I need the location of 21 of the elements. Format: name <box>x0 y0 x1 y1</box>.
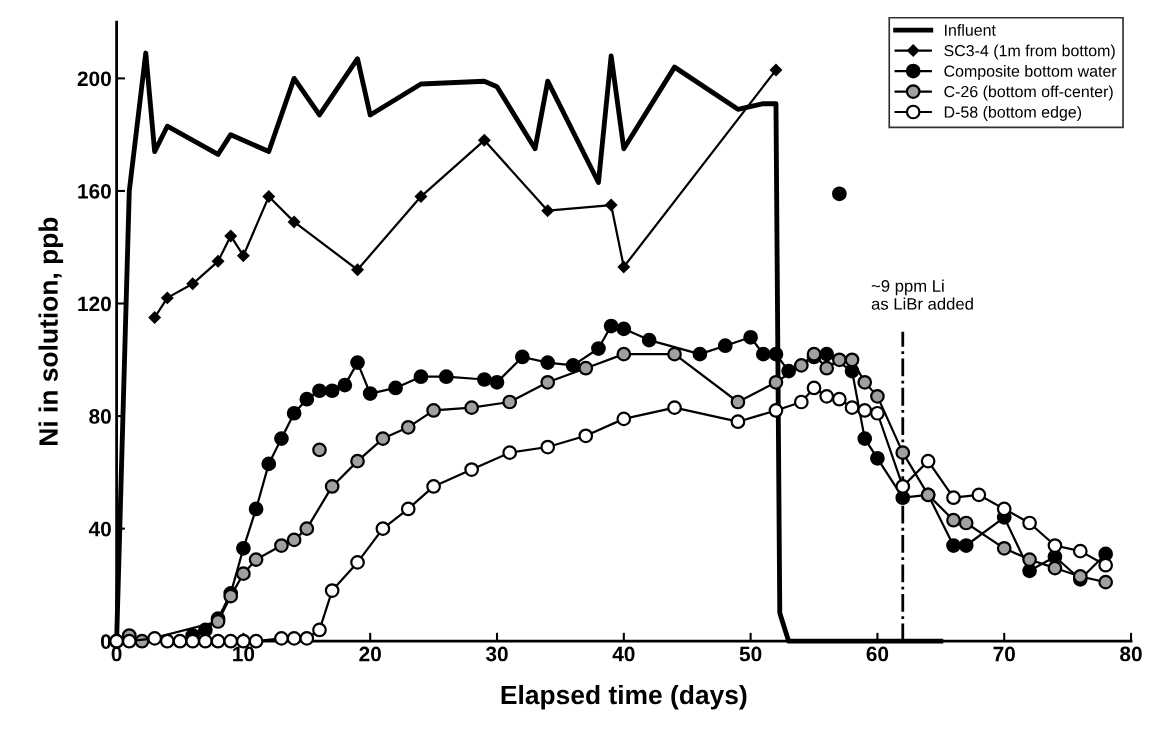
legend-label: SC3-4 (1m from bottom) <box>944 44 1115 60</box>
y-tick-label: 80 <box>89 409 111 424</box>
x-tick-label: 50 <box>739 646 762 662</box>
legend-label: C-26 (bottom off-center) <box>944 85 1113 101</box>
y-axis-title: Ni in solution, ppb <box>38 217 64 445</box>
y-tick-label: 40 <box>88 521 111 537</box>
x-tick-label: 30 <box>485 646 508 662</box>
y-tick-label: 200 <box>77 71 111 87</box>
x-tick-label: 60 <box>866 646 889 662</box>
legend-label: D-58 (bottom edge) <box>944 106 1082 121</box>
x-tick-label: 70 <box>993 646 1015 662</box>
x-tick-label: 40 <box>612 646 635 662</box>
y-tick-label: 160 <box>78 183 111 199</box>
legend-label: Composite bottom water <box>944 65 1117 80</box>
ref-line-label: ~9 ppm Li as LiBr added <box>871 279 973 310</box>
x-tick-label: 10 <box>233 646 255 662</box>
legend-label: Influent <box>945 24 996 36</box>
x-tick-label: 20 <box>359 646 381 662</box>
x-axis-title: Elapsed time (days) <box>501 684 747 710</box>
x-tick-label: 80 <box>1120 646 1142 662</box>
y-tick-label: 120 <box>78 296 111 312</box>
